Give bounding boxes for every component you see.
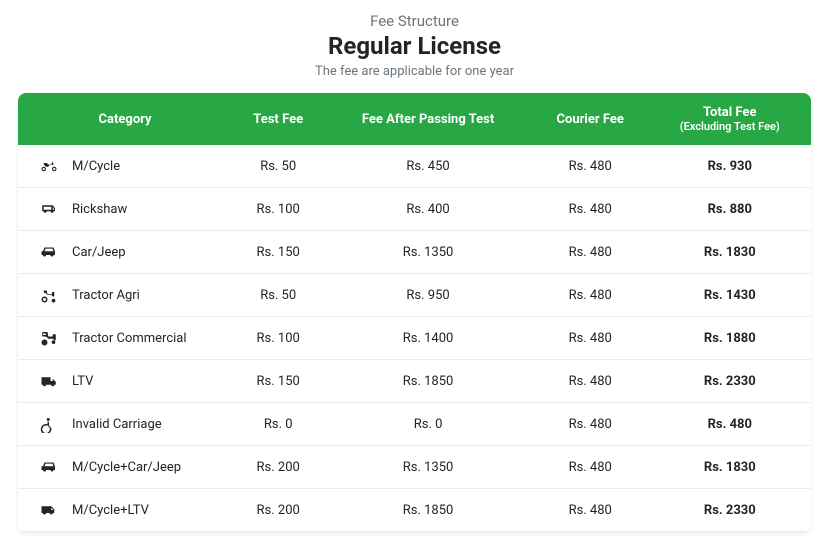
table-row: Invalid CarriageRs. 0Rs. 0Rs. 480Rs. 480 (18, 403, 811, 446)
cell-category: LTV (18, 360, 232, 403)
cell-test-fee: Rs. 150 (232, 360, 324, 403)
category-label: Car/Jeep (72, 245, 126, 260)
cell-after-fee: Rs. 1400 (324, 317, 532, 360)
cell-courier-fee: Rs. 480 (532, 317, 649, 360)
col-test-fee: Test Fee (232, 93, 324, 145)
cell-test-fee: Rs. 100 (232, 188, 324, 231)
tractor-commercial-icon (38, 329, 66, 347)
table-row: Car/Jeep Rs. 150Rs. 1350Rs. 480Rs. 1830 (18, 231, 811, 274)
tractor-icon (38, 286, 66, 304)
table-row: M/Cycle+LTV Rs. 200Rs. 1850Rs. 480Rs. 233… (18, 489, 811, 532)
wheelchair-icon (38, 415, 66, 433)
cell-after-fee: Rs. 950 (324, 274, 532, 317)
category-label: Rickshaw (72, 202, 127, 217)
cell-courier-fee: Rs. 480 (532, 403, 649, 446)
car-icon (38, 243, 66, 261)
fee-table-card: Category Test Fee Fee After Passing Test… (18, 93, 811, 532)
category-label: Tractor Commercial (72, 331, 187, 346)
cell-test-fee: Rs. 50 (232, 145, 324, 188)
col-total-fee: Total Fee(Excluding Test Fee) (649, 93, 811, 145)
pretitle: Fee Structure (18, 12, 811, 30)
cell-after-fee: Rs. 1850 (324, 489, 532, 532)
table-row: M/Cycle+Car/Jeep Rs. 200Rs. 1350Rs. 480Rs… (18, 446, 811, 489)
cell-courier-fee: Rs. 480 (532, 446, 649, 489)
cell-test-fee: Rs. 0 (232, 403, 324, 446)
cell-category: Invalid Carriage (18, 403, 232, 446)
table-row: Rickshaw Rs. 100Rs. 400Rs. 480Rs. 880 (18, 188, 811, 231)
cell-category: M/Cycle+Car/Jeep (18, 446, 232, 489)
cell-test-fee: Rs. 200 (232, 446, 324, 489)
cell-courier-fee: Rs. 480 (532, 231, 649, 274)
category-label: LTV (72, 374, 93, 389)
cell-courier-fee: Rs. 480 (532, 145, 649, 188)
category-label: Invalid Carriage (72, 417, 162, 432)
cell-total: Rs. 1430 (649, 274, 811, 317)
col-after-fee: Fee After Passing Test (324, 93, 532, 145)
table-row: LTV Rs. 150Rs. 1850Rs. 480Rs. 2330 (18, 360, 811, 403)
category-label: Tractor Agri (72, 288, 140, 303)
motorcycle-icon (38, 157, 66, 175)
cell-total: Rs. 1880 (649, 317, 811, 360)
table-header-row: Category Test Fee Fee After Passing Test… (18, 93, 811, 145)
category-label: M/Cycle+LTV (72, 503, 149, 518)
cell-test-fee: Rs. 200 (232, 489, 324, 532)
table-row: M/Cycle Rs. 50Rs. 450Rs. 480Rs. 930 (18, 145, 811, 188)
cell-category: Tractor Agri (18, 274, 232, 317)
cell-after-fee: Rs. 450 (324, 145, 532, 188)
cell-total: Rs. 2330 (649, 360, 811, 403)
category-label: M/Cycle+Car/Jeep (72, 460, 181, 475)
cell-category: Rickshaw (18, 188, 232, 231)
cell-category: M/Cycle+LTV (18, 489, 232, 532)
cell-total: Rs. 480 (649, 403, 811, 446)
table-body: M/CycleRs. 50Rs. 450Rs. 480Rs. 930Ricksh… (18, 145, 811, 532)
cell-category: Tractor Commercial (18, 317, 232, 360)
cell-courier-fee: Rs. 480 (532, 274, 649, 317)
table-row: Tractor Commercial Rs. 100Rs. 1400Rs. 480… (18, 317, 811, 360)
ltv-icon (38, 372, 66, 390)
cell-after-fee: Rs. 1850 (324, 360, 532, 403)
cell-courier-fee: Rs. 480 (532, 360, 649, 403)
page-header: Fee Structure Regular License The fee ar… (18, 12, 811, 79)
cell-category: M/Cycle (18, 145, 232, 188)
col-courier-fee: Courier Fee (532, 93, 649, 145)
van-icon (38, 501, 66, 519)
cell-courier-fee: Rs. 480 (532, 489, 649, 532)
cell-total: Rs. 1830 (649, 446, 811, 489)
subtitle: The fee are applicable for one year (18, 64, 811, 79)
cell-after-fee: Rs. 1350 (324, 446, 532, 489)
fee-table: Category Test Fee Fee After Passing Test… (18, 93, 811, 532)
cell-test-fee: Rs. 50 (232, 274, 324, 317)
cell-total: Rs. 1830 (649, 231, 811, 274)
cell-total: Rs. 930 (649, 145, 811, 188)
page-title: Regular License (18, 32, 811, 60)
car-icon (38, 458, 66, 476)
cell-total: Rs. 880 (649, 188, 811, 231)
rickshaw-icon (38, 200, 66, 218)
cell-category: Car/Jeep (18, 231, 232, 274)
cell-test-fee: Rs. 100 (232, 317, 324, 360)
cell-after-fee: Rs. 0 (324, 403, 532, 446)
category-label: M/Cycle (72, 159, 120, 174)
cell-total: Rs. 2330 (649, 489, 811, 532)
cell-after-fee: Rs. 400 (324, 188, 532, 231)
cell-courier-fee: Rs. 480 (532, 188, 649, 231)
col-category: Category (18, 93, 232, 145)
cell-test-fee: Rs. 150 (232, 231, 324, 274)
table-row: Tractor Agri Rs. 50Rs. 950Rs. 480Rs. 1430 (18, 274, 811, 317)
cell-after-fee: Rs. 1350 (324, 231, 532, 274)
